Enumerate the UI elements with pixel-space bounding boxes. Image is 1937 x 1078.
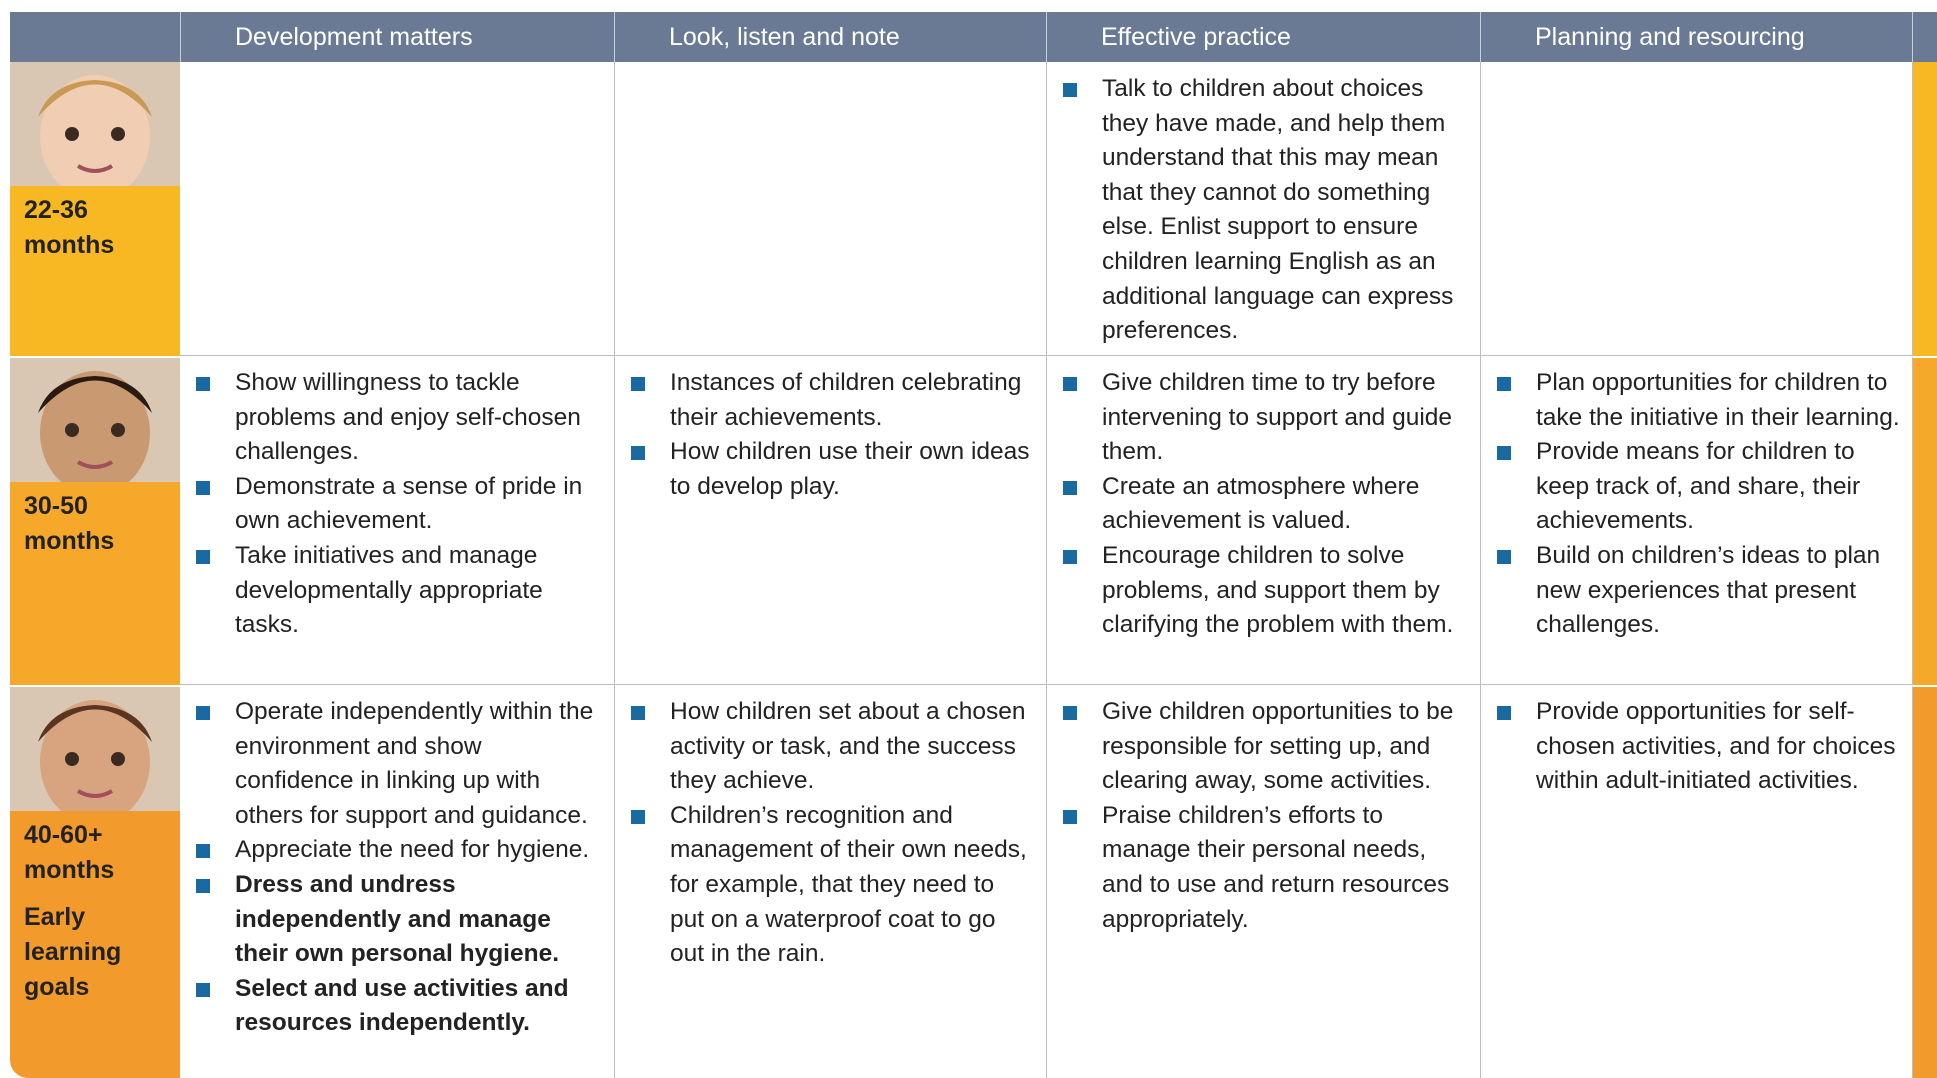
- bullet-text: How children use their own ideas to deve…: [670, 438, 1030, 500]
- bullet: [631, 446, 645, 461]
- bullet: [1063, 809, 1077, 824]
- bullet-item: Give children opportunities to be respon…: [1063, 695, 1468, 799]
- bullet-text: Appreciate the need for hygiene.: [235, 836, 590, 864]
- age-cell: 22-36 months: [10, 62, 180, 356]
- table-cell: Provide opportunities for self-chosen ac…: [1480, 685, 1912, 1078]
- header-text: Development matters: [235, 23, 473, 51]
- table-cell: Plan opportunities for children to take …: [1480, 356, 1912, 685]
- table-cell: [180, 62, 614, 356]
- header-cell: Planning and resourcing: [1480, 12, 1912, 62]
- table-cell: Operate independently within the environ…: [180, 685, 614, 1078]
- side-strip: [1912, 356, 1937, 685]
- bullet-text: Provide opportunities for self-chosen ac…: [1536, 698, 1896, 795]
- bullet: [631, 706, 645, 720]
- header-cell: Look, listen and note: [614, 12, 1046, 62]
- bullet-item: Create an atmosphere where achievement i…: [1063, 470, 1468, 539]
- table-cell: [614, 62, 1046, 356]
- age-label: 40-60+ months: [24, 821, 115, 884]
- bullet-item: Encourage children to solve problems, an…: [1063, 539, 1468, 643]
- bullet-item: Plan opportunities for children to take …: [1497, 366, 1900, 435]
- child-photo: [10, 687, 180, 811]
- age-cell: 30-50 months: [10, 356, 180, 685]
- bullet: [631, 377, 645, 391]
- bullet: [196, 377, 210, 391]
- bullet-item: Select and use activities and resources …: [196, 972, 602, 1041]
- bullet-item: Talk to children about choices they have…: [1063, 72, 1468, 349]
- header-text: Look, listen and note: [669, 23, 900, 51]
- header-cell: Effective practice: [1046, 12, 1480, 62]
- bullet-item: Show willingness to tackle problems and …: [196, 366, 602, 470]
- table-cell: Instances of children celebrating their …: [614, 356, 1046, 685]
- bullet-text: Provide means for children to keep track…: [1536, 438, 1861, 535]
- table-cell: Give children opportunities to be respon…: [1046, 685, 1480, 1078]
- bullet-text: Give children opportunities to be respon…: [1102, 698, 1454, 795]
- bullet-text: Praise children’s efforts to manage thei…: [1102, 801, 1450, 933]
- bullet-item: Provide means for children to keep track…: [1497, 435, 1900, 539]
- bullet-item: Appreciate the need for hygiene.: [196, 833, 602, 868]
- header-text: Effective practice: [1101, 23, 1291, 51]
- bullet: [1497, 549, 1511, 564]
- bullet-item: Demonstrate a sense of pride in own achi…: [196, 470, 602, 539]
- table-cell: [1480, 62, 1912, 356]
- bullet: [1063, 706, 1077, 720]
- bullet-text: Show willingness to tackle problems and …: [235, 369, 581, 466]
- bullet-item: Instances of children celebrating their …: [631, 366, 1034, 435]
- bullet-text: Talk to children about choices they have…: [1102, 75, 1454, 345]
- bullet: [1063, 480, 1077, 495]
- bullet-text: Build on children’s ideas to plan new ex…: [1536, 541, 1881, 639]
- age-label: 30-50 months: [24, 492, 115, 555]
- header-cell: Development matters: [180, 12, 614, 62]
- bullet-text: Encourage children to solve problems, an…: [1102, 541, 1454, 639]
- bullet-text: Dress and undress independently and mana…: [235, 870, 560, 968]
- bullet-text: Operate independently within the environ…: [235, 698, 594, 829]
- header-text: Planning and resourcing: [1535, 23, 1805, 51]
- bullet-text: Children’s recognition and management of…: [670, 801, 1027, 968]
- bullet-text: Take initiatives and manage developmenta…: [235, 541, 543, 639]
- bullet: [196, 549, 210, 564]
- table-cell: How children set about a chosen activity…: [614, 685, 1046, 1078]
- bullet: [196, 706, 210, 720]
- goal-label: Early learning goals: [24, 903, 122, 1001]
- bullet: [1063, 83, 1077, 97]
- bullet-text: How children set about a chosen activity…: [670, 698, 1026, 795]
- bullet-text: Instances of children celebrating their …: [670, 369, 1022, 431]
- bullet: [196, 878, 210, 893]
- bullet-text: Plan opportunities for children to take …: [1536, 369, 1900, 431]
- table-cell: Give children time to try before interve…: [1046, 356, 1480, 685]
- bullet-item: Provide opportunities for self-chosen ac…: [1497, 695, 1900, 799]
- bullet-item: Praise children’s efforts to manage thei…: [1063, 799, 1468, 937]
- bullet: [1497, 446, 1511, 461]
- side-strip: [1912, 685, 1937, 1078]
- table-cell: Talk to children about choices they have…: [1046, 62, 1480, 356]
- bullet-item: Children’s recognition and management of…: [631, 799, 1034, 972]
- bullet-item: How children use their own ideas to deve…: [631, 435, 1034, 504]
- bullet-text: Demonstrate a sense of pride in own achi…: [235, 472, 583, 535]
- bullet-item: Build on children’s ideas to plan new ex…: [1497, 539, 1900, 643]
- bullet-item: How children set about a chosen activity…: [631, 695, 1034, 799]
- bullet-item: Take initiatives and manage developmenta…: [196, 539, 602, 643]
- bullet: [631, 809, 645, 824]
- bullet: [196, 480, 210, 495]
- table-cell: Show willingness to tackle problems and …: [180, 356, 614, 685]
- bullet: [1063, 377, 1077, 391]
- bullet-text: Create an atmosphere where achievement i…: [1102, 472, 1420, 535]
- bullet-item: Operate independently within the environ…: [196, 695, 602, 833]
- header-strip: [1912, 12, 1937, 62]
- bullet: [196, 982, 210, 997]
- child-photo: [10, 358, 180, 482]
- bullet-text: Give children time to try before interve…: [1102, 369, 1453, 466]
- child-photo: [10, 62, 180, 186]
- bullet: [1497, 706, 1511, 720]
- age-cell: 40-60+ months Early learning goals: [10, 685, 180, 1078]
- bullet: [1063, 549, 1077, 564]
- bullet-item: Give children time to try before interve…: [1063, 366, 1468, 470]
- bullet: [196, 844, 210, 859]
- bullet-text: Select and use activities and resources …: [235, 974, 569, 1037]
- side-strip: [1912, 62, 1937, 356]
- bullet-item: Dress and undress independently and mana…: [196, 868, 602, 972]
- age-label: 22-36 months: [24, 196, 115, 259]
- bullet: [1497, 377, 1511, 391]
